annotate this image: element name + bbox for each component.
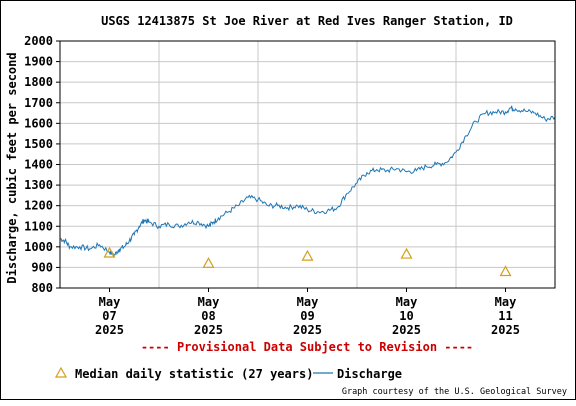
y-tick-label: 1200 (24, 199, 53, 213)
y-tick-label: 2000 (24, 34, 53, 48)
median-point (400, 247, 413, 259)
x-tick-label: 11 (498, 309, 512, 323)
x-tick-label: May (495, 295, 517, 309)
y-tick-label: 1500 (24, 137, 53, 151)
y-axis-ticks: 800 900 1000 1100 1200 1300 1400 1500 1600 1700 18… (24, 34, 60, 295)
y-axis-label: Discharge, cubic feet per second (5, 52, 19, 283)
x-tick-label: 2025 (293, 323, 322, 337)
y-tick-label: 1600 (24, 116, 53, 130)
x-tick-label: May (198, 295, 220, 309)
plot-border (59, 40, 556, 289)
y-tick-label: 1900 (24, 55, 53, 69)
x-tick-label: 08 (201, 309, 215, 323)
x-tick-label: May (297, 295, 319, 309)
x-tick-label: 09 (300, 309, 314, 323)
x-tick-label: May (99, 295, 121, 309)
median-point (202, 257, 215, 268)
y-tick-label: 1100 (24, 219, 53, 233)
x-tick-label: 2025 (491, 323, 520, 337)
y-tick-label: 900 (31, 260, 53, 274)
chart-title: USGS 12413875 St Joe River at Red Ives R… (101, 14, 513, 28)
provisional-notice: ---- Provisional Data Subject to Revisio… (141, 340, 473, 354)
x-tick-label: 2025 (95, 323, 124, 337)
legend-median-label: Median daily statistic (27 years) (75, 367, 313, 381)
y-tick-label: 1300 (24, 178, 53, 192)
median-triangle-icon (54, 366, 68, 378)
y-tick-label: 1800 (24, 75, 53, 89)
data-series (59, 105, 556, 277)
y-tick-label: 1000 (24, 240, 53, 254)
x-tick-label: 07 (102, 309, 116, 323)
legend: Median daily statistic (27 years) Discha… (54, 366, 402, 381)
y-tick-label: 1400 (24, 158, 53, 172)
median-point (103, 246, 116, 258)
legend-discharge-label: Discharge (337, 367, 402, 381)
x-tick-label: 10 (399, 309, 413, 323)
x-tick-label: May (396, 295, 418, 309)
median-point (301, 249, 314, 261)
y-tick-label: 800 (31, 281, 53, 295)
y-tick-label: 1700 (24, 96, 53, 110)
x-axis-ticks: May072025May082025May092025May102025May1… (95, 288, 520, 337)
x-tick-label: 2025 (392, 323, 421, 337)
x-tick-label: 2025 (194, 323, 223, 337)
discharge-line (59, 105, 556, 258)
chart-grid (60, 41, 555, 288)
credit-text: Graph courtesy of the U.S. Geological Su… (342, 387, 567, 397)
median-point (499, 265, 512, 277)
